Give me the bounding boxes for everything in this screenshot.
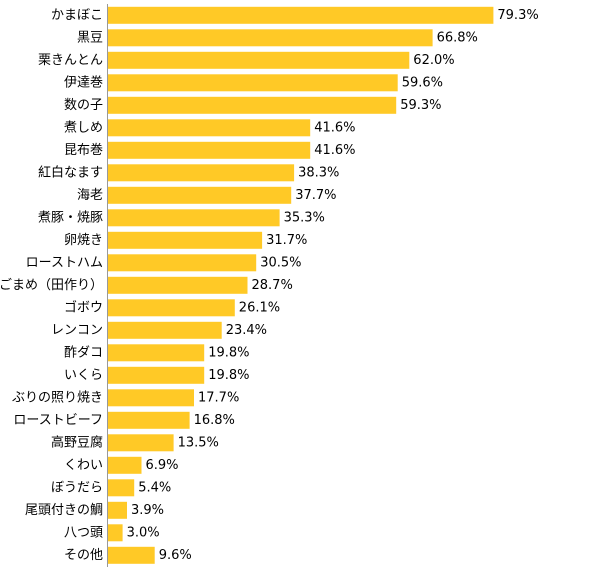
- bar: [108, 434, 174, 452]
- bar: [108, 524, 123, 542]
- bar: [108, 254, 257, 272]
- category-label: ごまめ（田作り）: [0, 277, 103, 293]
- bar: [108, 389, 194, 407]
- category-label: 煮豚・焼豚: [38, 210, 103, 225]
- bar: [108, 96, 397, 114]
- category-label: 栗きんとん: [38, 53, 103, 68]
- category-label: ローストハム: [26, 255, 103, 270]
- value-label: 9.6%: [159, 548, 192, 563]
- category-label: 伊達巻: [64, 75, 103, 90]
- bar: [108, 479, 135, 497]
- category-label: レンコン: [51, 323, 103, 338]
- bar: [108, 51, 410, 69]
- value-label: 19.8%: [208, 368, 249, 383]
- bar: [108, 411, 190, 429]
- category-label: 卵焼き: [64, 233, 103, 248]
- value-label: 31.7%: [266, 233, 307, 248]
- category-label: 酢ダコ: [64, 345, 103, 360]
- value-label: 26.1%: [239, 300, 280, 315]
- value-label: 13.5%: [178, 435, 219, 450]
- value-label: 59.3%: [400, 98, 441, 113]
- bar: [108, 209, 280, 227]
- category-label: ゴボウ: [64, 299, 103, 315]
- value-label: 41.6%: [314, 120, 355, 135]
- category-label: いくら: [64, 368, 103, 383]
- value-label: 3.9%: [131, 503, 164, 518]
- value-label: 19.8%: [208, 345, 249, 360]
- category-label: 煮しめ: [64, 120, 103, 135]
- bar: [108, 501, 127, 519]
- value-label: 5.4%: [138, 480, 171, 495]
- category-label: 八つ頭: [64, 525, 103, 540]
- category-label: 紅白なます: [38, 164, 103, 180]
- category-label: 昆布巻: [64, 143, 103, 158]
- category-label: 尾頭付きの鯛: [25, 503, 103, 518]
- value-label: 79.3%: [497, 8, 538, 23]
- bars-group: [108, 6, 494, 564]
- bar: [108, 321, 222, 339]
- value-label: 16.8%: [194, 413, 235, 428]
- bar: [108, 74, 398, 92]
- value-label: 59.6%: [402, 75, 443, 90]
- bar: [108, 119, 311, 137]
- bar: [108, 186, 292, 204]
- bar: [108, 164, 295, 182]
- value-labels: 79.3% 66.8% 62.0% 59.6% 59.3% 41.6% 41.6% 38.3%…: [127, 8, 539, 563]
- value-label: 28.7%: [252, 278, 293, 293]
- value-label: 38.3%: [298, 165, 339, 180]
- category-label: 高野豆腐: [51, 434, 103, 450]
- bar: [108, 231, 263, 249]
- category-label: 数の子: [64, 98, 103, 113]
- category-label: 海老: [77, 188, 103, 203]
- category-label: ぶりの照り焼き: [12, 390, 103, 405]
- bar: [108, 29, 433, 47]
- category-label: その他: [64, 548, 103, 563]
- bar: [108, 276, 248, 294]
- value-label: 35.3%: [284, 210, 325, 225]
- category-label: かまぼこ: [51, 8, 103, 23]
- bar: [108, 456, 142, 474]
- category-label: ぼうだら: [51, 480, 103, 495]
- value-label: 37.7%: [295, 188, 336, 203]
- value-label: 6.9%: [146, 458, 179, 473]
- category-labels: かまぼこ黒豆栗きんとん伊達巻数の子煮しめ昆布巻紅白なます海老煮豚・焼豚卵焼きロー…: [0, 8, 103, 563]
- value-label: 17.7%: [198, 390, 239, 405]
- value-label: 3.0%: [127, 525, 160, 540]
- value-label: 66.8%: [437, 30, 478, 45]
- bar: [108, 546, 155, 564]
- value-label: 62.0%: [413, 53, 454, 68]
- value-label: 41.6%: [314, 143, 355, 158]
- bar: [108, 344, 205, 362]
- bar: [108, 299, 235, 317]
- category-label: くわい: [64, 458, 103, 473]
- bar: [108, 141, 311, 159]
- category-label: ローストビーフ: [13, 413, 103, 428]
- bar: [108, 366, 205, 384]
- bar: [108, 6, 494, 24]
- category-label: 黒豆: [77, 30, 103, 45]
- value-label: 23.4%: [226, 323, 267, 338]
- value-label: 30.5%: [260, 255, 301, 270]
